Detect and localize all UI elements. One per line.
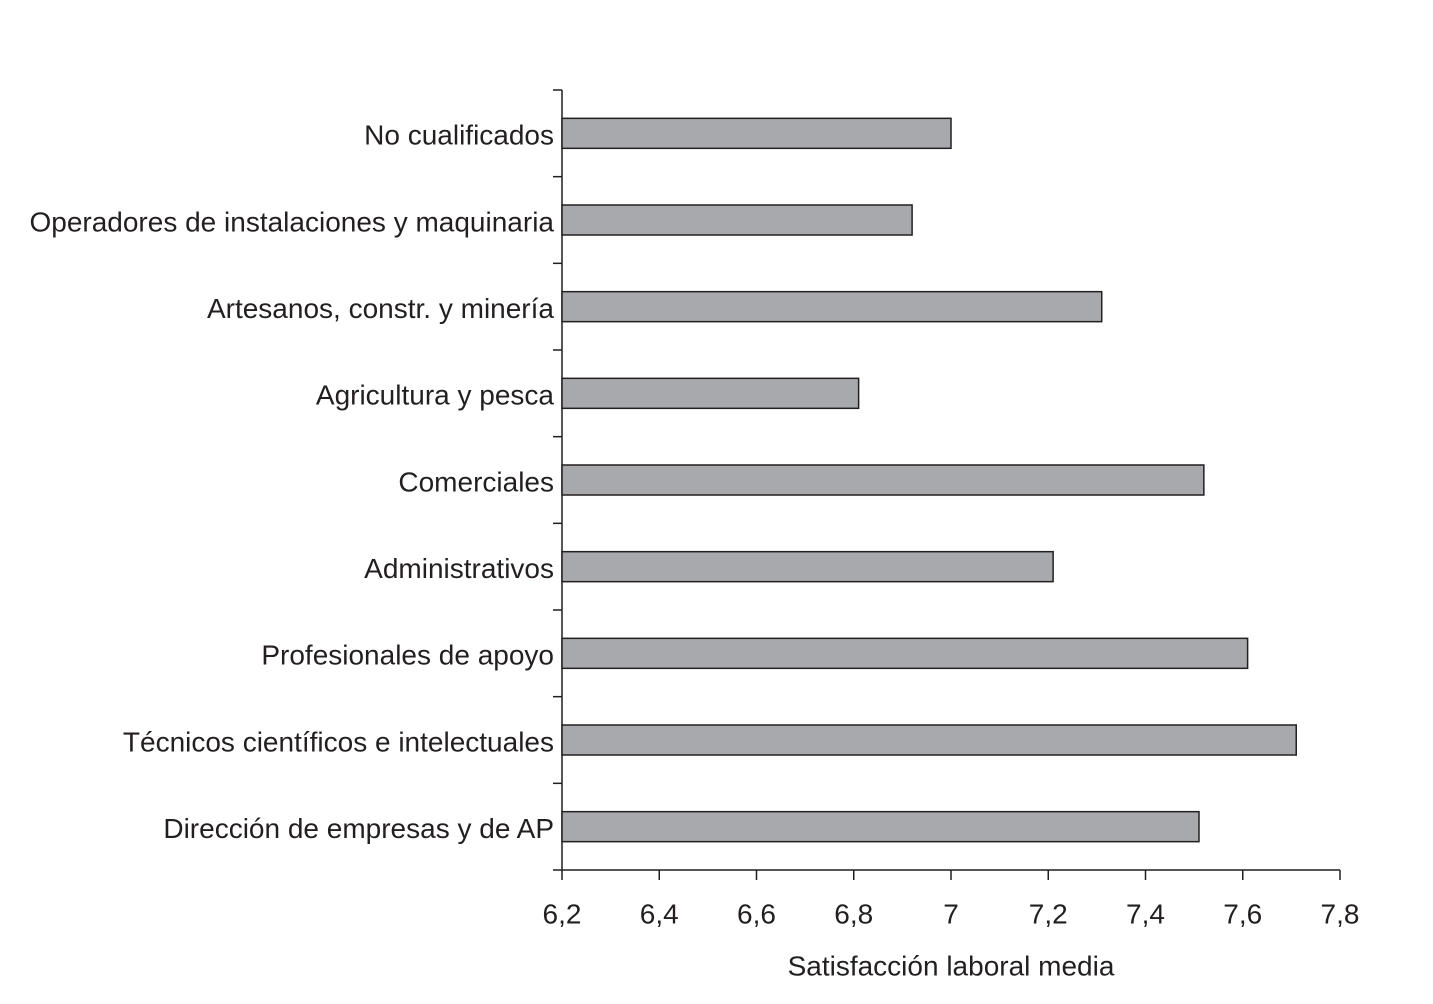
x-tick-label: 7,8: [1321, 898, 1360, 929]
x-tick-label: 6,2: [543, 898, 582, 929]
bar: [561, 290, 1103, 323]
y-tick-label: Administrativos: [364, 553, 554, 584]
bar: [561, 464, 1205, 496]
y-tick-label: Artesanos, constr. y minería: [207, 293, 554, 324]
y-tick-label: Dirección de empresas y de AP: [163, 813, 554, 844]
y-tick-label: Agricultura y pesca: [316, 380, 555, 411]
bar: [561, 637, 1249, 670]
x-tick-label: 7,2: [1029, 898, 1068, 929]
x-tick-label: 7: [943, 898, 959, 929]
bar: [561, 117, 952, 150]
x-axis-label: Satisfacción laboral media: [788, 950, 1115, 981]
x-tick-label: 6,4: [640, 898, 679, 929]
bar: [561, 810, 1200, 843]
y-tick-label: Comerciales: [398, 466, 554, 497]
x-tick-label: 7,4: [1126, 898, 1165, 929]
y-tick-label: Técnicos científicos e intelectuales: [123, 726, 554, 757]
y-tick-label: Operadores de instalaciones y maquinaria: [29, 206, 554, 237]
x-tick-label: 6,6: [737, 898, 776, 929]
y-tick-label: No cualificados: [364, 120, 554, 151]
x-tick-label: 7,6: [1223, 898, 1262, 929]
bar: [561, 724, 1297, 756]
bar: [561, 550, 1054, 583]
x-tick-label: 6,8: [834, 898, 873, 929]
y-tick-label: Profesionales de apoyo: [261, 640, 554, 671]
bar: [561, 204, 913, 236]
bar: [561, 377, 860, 410]
